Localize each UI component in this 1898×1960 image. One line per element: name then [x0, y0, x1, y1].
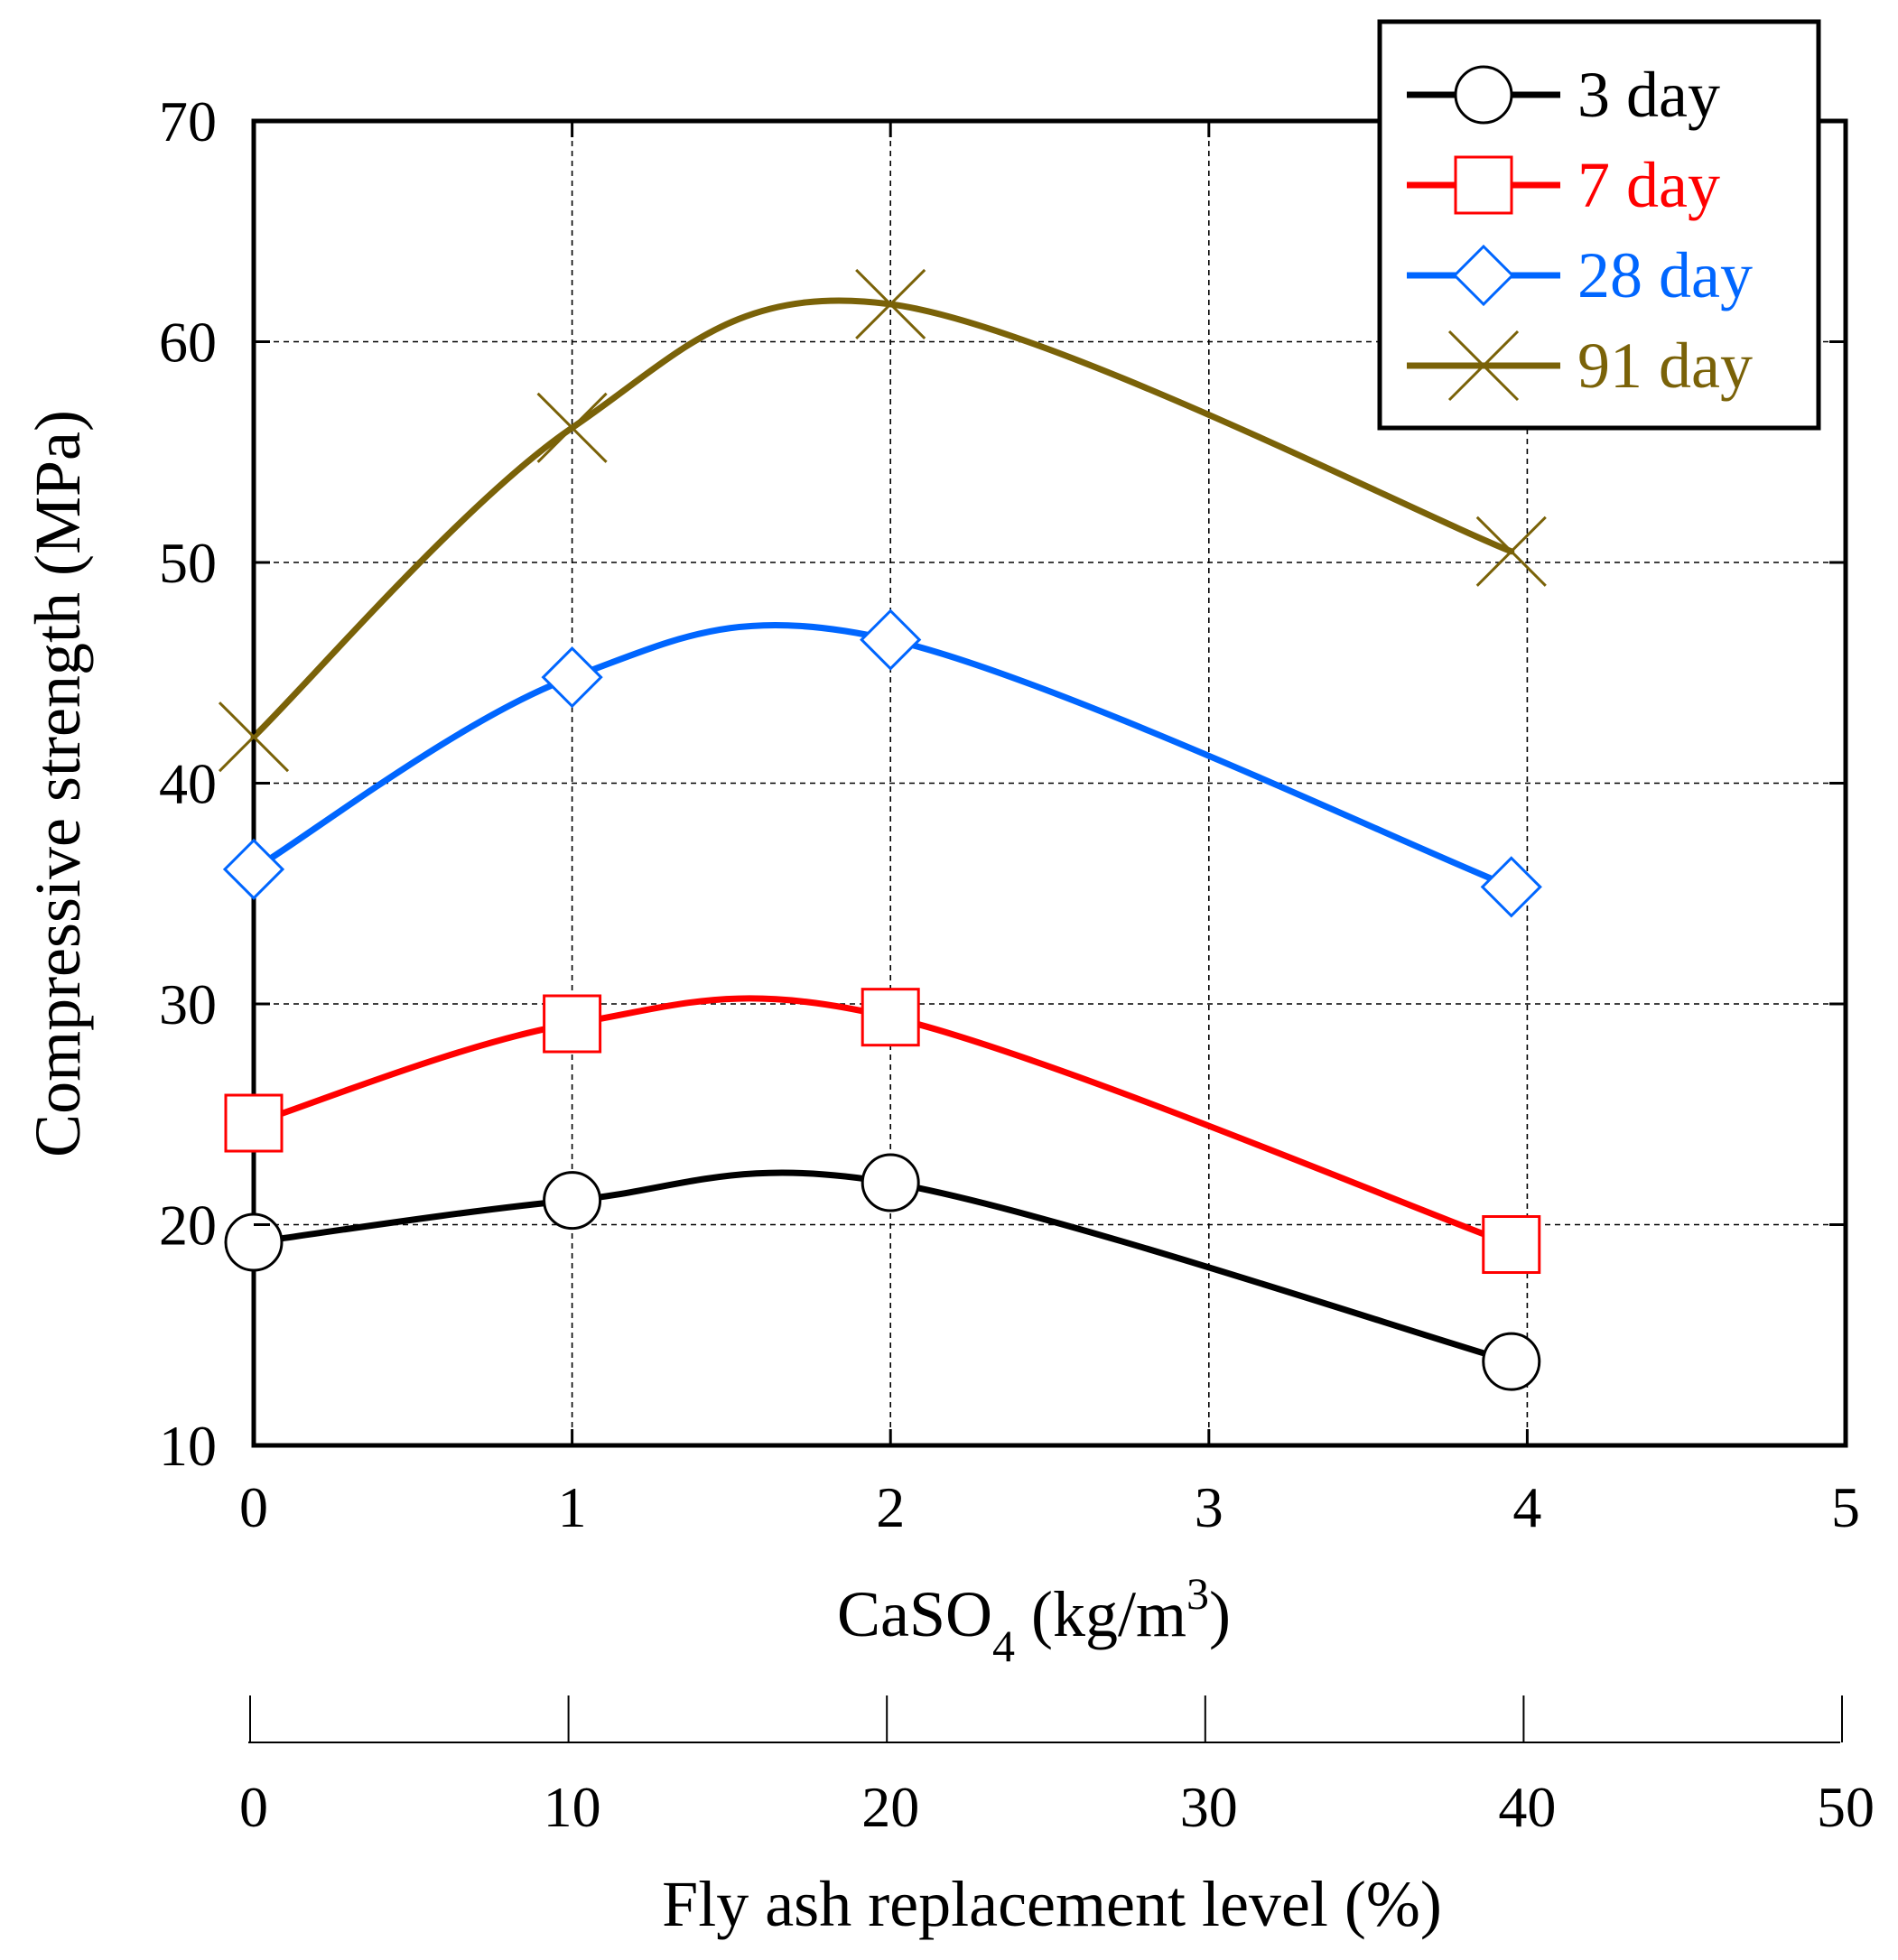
series-markers — [218, 268, 1547, 1391]
y-tick-label: 20 — [159, 1194, 217, 1258]
y-tick-label: 30 — [159, 972, 217, 1036]
x2-tick-label: 10 — [544, 1775, 601, 1839]
data-point-x — [1475, 516, 1547, 587]
data-point-x-stroke — [536, 392, 608, 463]
data-point-diamond — [860, 608, 922, 671]
legend-marker-circle — [1454, 65, 1513, 125]
x-axis-title-superscript: 3 — [1186, 1568, 1209, 1619]
legend-marker-x-stroke — [1447, 330, 1520, 402]
data-point-square — [543, 994, 602, 1054]
x2-tick-label: 20 — [861, 1775, 919, 1839]
x-tick-label: 3 — [1195, 1475, 1223, 1539]
data-point-diamond — [1480, 856, 1542, 918]
data-point-circle — [543, 1171, 602, 1231]
x-axis-title: CaSO4 (kg/m3) — [837, 1568, 1231, 1671]
data-point-square — [861, 988, 920, 1047]
data-point-x — [855, 268, 926, 339]
legend: 3 day 7 day 28 day 91 day — [1377, 19, 1821, 431]
x2-axis-title: Fly ash replacement level (%) — [662, 1868, 1442, 1940]
y-tick-label: 60 — [159, 311, 217, 375]
x2-tick-label: 30 — [1180, 1775, 1238, 1839]
y-axis-title: Compressive strength (MPa) — [22, 410, 94, 1157]
y-tick-label: 70 — [159, 89, 217, 153]
series-line — [250, 995, 1515, 1249]
y-tick-label: 10 — [159, 1414, 217, 1478]
y-tick-label: 50 — [159, 531, 217, 595]
series-line — [250, 297, 1515, 740]
legend-label: 91 day — [1577, 330, 1753, 402]
data-point-circle — [1482, 1332, 1541, 1391]
legend-box — [1377, 19, 1821, 431]
x-axis-title-main: CaSO — [837, 1578, 992, 1650]
y-tick-label: 40 — [159, 752, 217, 816]
series-line — [250, 1169, 1515, 1365]
legend-marker-diamond — [1452, 244, 1515, 307]
data-point-x-stroke — [855, 268, 926, 339]
data-point-square — [224, 1093, 284, 1153]
data-point-x-stroke — [218, 701, 290, 773]
legend-label: 7 day — [1577, 149, 1720, 221]
x-tick-label: 0 — [239, 1475, 268, 1539]
data-point-square — [1482, 1215, 1541, 1275]
legend-label: 28 day — [1577, 239, 1753, 311]
x-tick-label: 4 — [1512, 1475, 1541, 1539]
series-line — [250, 621, 1515, 890]
x-axis-title-unit-open: (kg/m — [1015, 1578, 1186, 1650]
x-tick-label: 1 — [558, 1475, 587, 1539]
data-point-circle — [861, 1153, 920, 1212]
data-point-x — [218, 701, 290, 773]
x2-tick-label: 0 — [239, 1775, 268, 1839]
data-point-x-stroke — [1475, 516, 1547, 587]
x-axis-title-subscript: 4 — [992, 1621, 1015, 1671]
data-point-diamond — [541, 646, 603, 709]
data-point-circle — [224, 1212, 284, 1272]
legend-marker-square — [1454, 155, 1513, 215]
x-tick-label: 5 — [1831, 1475, 1860, 1539]
x-tick-label: 2 — [876, 1475, 905, 1539]
x2-tick-label: 50 — [1817, 1775, 1875, 1839]
legend-label: 3 day — [1577, 59, 1720, 131]
data-point-diamond — [222, 838, 285, 900]
legend-marker-x — [1447, 330, 1520, 402]
x2-tick-label: 40 — [1498, 1775, 1556, 1839]
data-point-x — [536, 392, 608, 463]
axis-ticks: 0 1 2 3 4 5 10 20 30 40 50 60 70 — [159, 89, 1860, 1539]
secondary-x-axis: 0 10 20 30 40 50 — [239, 1695, 1875, 1839]
series-curves — [250, 297, 1515, 1365]
x-axis-title-unit-close: ) — [1209, 1578, 1231, 1650]
